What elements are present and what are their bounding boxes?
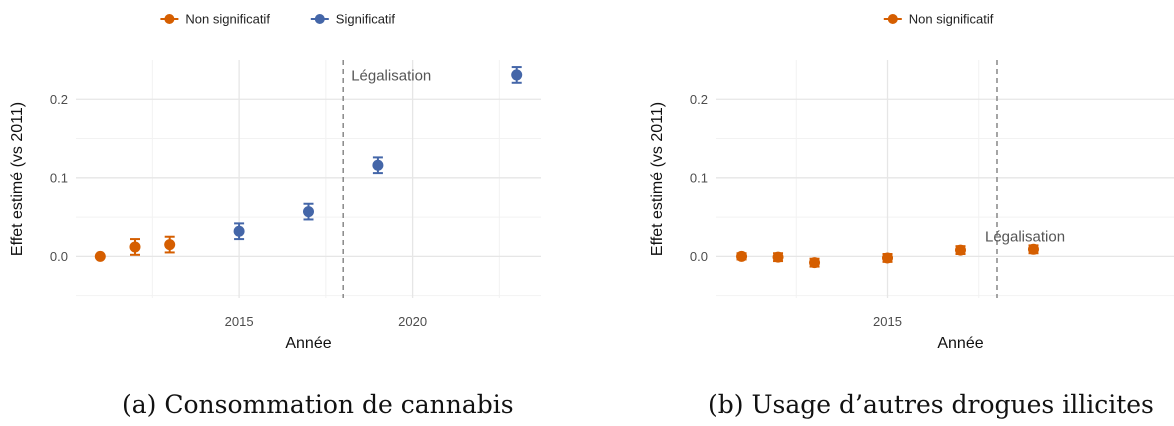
data-point [1027,243,1039,255]
point-marker [164,239,176,251]
legalisation-label: Légalisation [351,68,431,85]
data-point [955,244,966,256]
data-point [164,235,176,254]
legend: Non significatif [883,12,994,27]
y-tick-label: 0.1 [50,170,68,185]
panel-cannabis: Non significatif Significatif 0.0 0.1 0.2 201… [9,12,541,419]
x-tick-label: 2015 [225,314,254,329]
point-marker [511,69,523,81]
legalisation-label: Légalisation [985,229,1065,246]
x-axis-title: Année [285,335,331,352]
y-tick-label: 0.2 [690,92,708,107]
y-axis-title: Effet estimé (vs 2011) [649,102,666,256]
panel-other-drugs: Non significatif 0.0 0.1 0.2 2015 Année Effet … [640,0,1174,426]
y-tick-label: 0.1 [690,170,708,185]
legend-label: Non significatif [909,12,994,27]
data-point [129,238,141,256]
data-point [94,250,106,262]
data-point [882,252,894,264]
point-marker [882,252,894,264]
point-marker [772,251,784,263]
legend: Non significatif Significatif [160,12,395,27]
data-point [772,251,784,263]
point-marker [1027,243,1039,255]
point-marker [736,250,748,262]
data-point [809,257,821,269]
y-tick-label: 0.0 [690,249,708,264]
point-marker [303,206,314,218]
x-tick-label: 2020 [398,314,427,329]
point-marker [94,250,106,262]
y-tick-label: 0.2 [50,92,68,107]
data-point [511,66,523,84]
caption-other-drugs: (b) Usage d’autres drogues illicites [708,390,1154,419]
x-axis-title: Année [937,335,983,352]
legend-label: Significatif [336,12,396,27]
data-point [372,156,384,175]
data-point [303,202,314,221]
y-axis-title: Effet estimé (vs 2011) [9,102,26,256]
point-marker [955,244,966,256]
legend-key-dot [164,14,175,24]
point-marker [129,241,141,253]
point-marker [233,225,245,237]
legend-label: Non significatif [185,12,270,27]
chart-other-drugs: Non significatif 0.0 0.1 0.2 2015 Année Effet … [649,12,1174,352]
x-tick-label: 2015 [873,314,902,329]
point-marker [809,257,821,269]
caption-cannabis: (a) Consommation de cannabis [122,390,514,419]
y-tick-label: 0.0 [50,249,68,264]
legend-key-dot [314,14,325,24]
data-point [736,250,748,262]
chart-cannabis: Non significatif Significatif 0.0 0.1 0.2 201… [9,12,541,352]
point-marker [372,159,384,171]
data-point [233,222,245,241]
legend-key-dot [887,14,898,24]
